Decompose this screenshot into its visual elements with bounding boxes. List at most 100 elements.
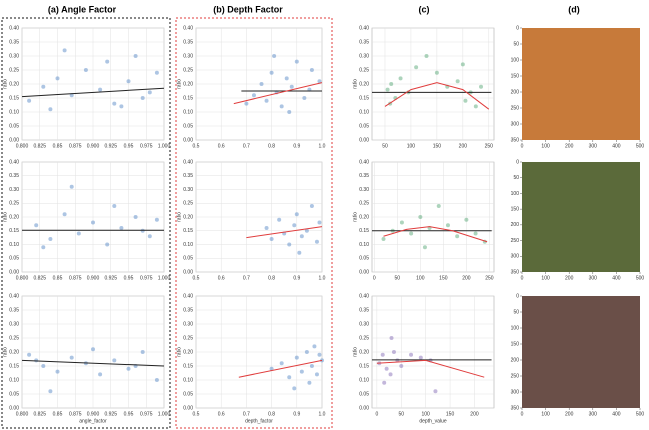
- y-tick-label: 0.15: [9, 228, 19, 234]
- point: [48, 107, 53, 112]
- point: [105, 242, 110, 247]
- x-tick-label: 0.925: [104, 143, 117, 149]
- y-tick-label: 0.30: [183, 53, 193, 59]
- point: [140, 228, 145, 233]
- x-tick-label: 0.9: [293, 411, 300, 417]
- y-tick-label: 0.35: [9, 307, 19, 313]
- y-tick-label: 0: [516, 25, 519, 31]
- point: [409, 231, 414, 236]
- point: [133, 54, 138, 58]
- y-tick-label: 0.10: [9, 109, 19, 115]
- x-tick-label: 150: [433, 143, 442, 149]
- y-tick-label: 0.00: [183, 405, 193, 411]
- y-tick-label: 200: [511, 222, 520, 228]
- y-axis-label: ratio: [352, 347, 358, 357]
- y-tick-label: 0.40: [359, 293, 369, 299]
- point: [112, 101, 117, 106]
- x-tick-label: 0.975: [140, 143, 153, 149]
- point: [34, 223, 39, 228]
- x-tick-label: 400: [612, 275, 621, 281]
- y-tick-label: 200: [511, 357, 520, 363]
- y-tick-label: 0.10: [359, 242, 369, 248]
- y-tick-label: 0.20: [359, 81, 369, 87]
- y-tick-label: 50: [513, 41, 519, 47]
- y-tick-label: 0: [516, 293, 519, 299]
- x-tick-label: 1.000: [158, 411, 171, 417]
- x-tick-label: 1.0: [319, 143, 326, 149]
- x-tick-label: 250: [485, 275, 494, 281]
- y-tick-label: 0.20: [359, 214, 369, 220]
- point: [76, 231, 81, 236]
- point: [399, 220, 404, 225]
- point: [83, 68, 88, 72]
- x-tick-label: 0.825: [33, 411, 46, 417]
- point: [55, 76, 60, 81]
- x-tick-label: 0.85: [53, 275, 63, 281]
- point: [269, 70, 274, 75]
- point: [422, 245, 427, 250]
- point: [424, 54, 429, 58]
- y-tick-label: 0.30: [183, 321, 193, 327]
- x-axis-label: angle_factor: [79, 418, 107, 424]
- y-tick-label: 0.00: [183, 269, 193, 275]
- y-tick-label: 0.10: [9, 377, 19, 383]
- y-tick-label: 0.10: [183, 377, 193, 383]
- x-tick-label: 50: [398, 411, 404, 417]
- point: [62, 48, 67, 53]
- point: [292, 223, 297, 228]
- y-tick-label: 0.05: [359, 123, 369, 129]
- point: [473, 104, 478, 109]
- y-tick-label: 0.05: [183, 123, 193, 129]
- x-tick-label: 0.6: [218, 275, 225, 281]
- y-tick-label: 0.15: [183, 363, 193, 369]
- point: [27, 352, 32, 357]
- y-tick-label: 0.10: [9, 242, 19, 248]
- x-tick-label: 1.0: [319, 411, 326, 417]
- x-tick-label: 0.800: [16, 143, 29, 149]
- x-tick-label: 250: [485, 143, 494, 149]
- point: [279, 104, 284, 109]
- point: [463, 98, 468, 103]
- point: [91, 220, 95, 225]
- fit-line: [383, 226, 488, 243]
- y-tick-label: 0: [516, 159, 519, 165]
- point: [309, 68, 314, 72]
- image: [522, 296, 640, 408]
- fit-line: [21, 87, 165, 98]
- x-tick-label: 50: [395, 275, 401, 281]
- fit-line: [384, 82, 490, 110]
- point: [244, 101, 249, 106]
- x-tick-label: 0.6: [218, 411, 225, 417]
- y-tick-label: 0.20: [183, 81, 193, 87]
- x-tick-label: 0.825: [33, 143, 46, 149]
- x-tick-label: 0.7: [243, 275, 250, 281]
- y-tick-label: 0.15: [359, 228, 369, 234]
- x-tick-label: 0.85: [53, 143, 63, 149]
- point: [269, 237, 274, 241]
- y-tick-label: 0.25: [183, 67, 193, 73]
- x-tick-label: 100: [541, 411, 550, 417]
- point: [312, 344, 317, 349]
- x-tick-label: 0.7: [243, 143, 250, 149]
- point: [264, 226, 269, 230]
- point: [317, 79, 322, 84]
- x-tick-label: 0.900: [87, 411, 100, 417]
- y-tick-label: 0.20: [9, 214, 19, 220]
- y-tick-label: 50: [513, 175, 519, 181]
- y-tick-label: 200: [511, 89, 520, 95]
- y-tick-label: 0.00: [9, 269, 19, 275]
- x-tick-label: 150: [439, 275, 448, 281]
- y-tick-label: 100: [511, 57, 520, 63]
- y-tick-label: 50: [513, 309, 519, 315]
- y-tick-label: 300: [511, 389, 520, 395]
- fit-line: [238, 359, 323, 378]
- point: [299, 369, 304, 374]
- point: [272, 54, 277, 58]
- y-axis-label: ratio: [2, 347, 8, 357]
- y-tick-label: 150: [511, 206, 520, 212]
- y-tick-label: 0.05: [9, 123, 19, 129]
- point: [399, 364, 404, 368]
- x-tick-label: 0.95: [124, 143, 134, 149]
- y-tick-label: 0.30: [183, 187, 193, 193]
